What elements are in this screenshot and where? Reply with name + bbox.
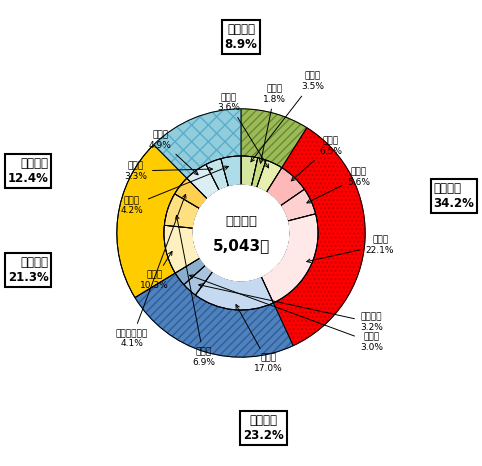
Text: つくば市
3.2%: つくば市 3.2%: [199, 284, 383, 332]
Wedge shape: [164, 194, 200, 228]
Text: 県南地域
23.2%: 県南地域 23.2%: [243, 414, 284, 442]
Wedge shape: [281, 189, 316, 221]
Wedge shape: [241, 109, 307, 168]
Wedge shape: [252, 158, 266, 188]
Text: 水戸市
4.2%: 水戸市 4.2%: [120, 166, 228, 215]
Text: 事業所数: 事業所数: [225, 215, 257, 228]
Text: その他
4.9%: その他 4.9%: [149, 130, 198, 175]
Text: その他
17.0%: その他 17.0%: [236, 305, 282, 373]
Text: その他
10.3%: その他 10.3%: [140, 252, 172, 290]
Wedge shape: [273, 128, 365, 346]
Text: その他
3.5%: その他 3.5%: [251, 72, 324, 162]
Text: 笠間市
3.3%: 笠間市 3.3%: [124, 161, 213, 181]
Wedge shape: [184, 265, 213, 295]
Circle shape: [193, 185, 289, 281]
Wedge shape: [195, 272, 273, 310]
Text: その他
22.1%: その他 22.1%: [307, 236, 394, 262]
Text: ひたちなか市
4.1%: ひたちなか市 4.1%: [116, 194, 186, 348]
Text: 5,043所: 5,043所: [213, 238, 269, 253]
Text: 県北地域
21.3%: 県北地域 21.3%: [8, 256, 49, 284]
Wedge shape: [267, 168, 305, 206]
Wedge shape: [187, 164, 219, 199]
Text: 県央地域
12.4%: 県央地域 12.4%: [8, 157, 49, 185]
Wedge shape: [175, 178, 207, 209]
Wedge shape: [135, 273, 293, 357]
Text: 神栖市
3.6%: 神栖市 3.6%: [217, 93, 268, 168]
Wedge shape: [221, 156, 241, 187]
Wedge shape: [256, 160, 282, 192]
Wedge shape: [164, 225, 200, 273]
Text: 県西地域
34.2%: 県西地域 34.2%: [433, 182, 474, 210]
Text: 日立市
6.9%: 日立市 6.9%: [175, 215, 215, 367]
Wedge shape: [175, 258, 205, 285]
Text: 行方市
1.8%: 行方市 1.8%: [259, 84, 286, 163]
Text: 土浦市
3.0%: 土浦市 3.0%: [189, 275, 383, 352]
Wedge shape: [117, 144, 187, 298]
Wedge shape: [206, 159, 228, 191]
Text: 古河市
6.5%: 古河市 6.5%: [291, 137, 342, 181]
Text: 鹿行地域
8.9%: 鹿行地域 8.9%: [225, 23, 257, 51]
Text: 筑西市
5.6%: 筑西市 5.6%: [307, 167, 371, 203]
Wedge shape: [261, 214, 318, 303]
Wedge shape: [154, 109, 241, 178]
Wedge shape: [241, 156, 258, 186]
